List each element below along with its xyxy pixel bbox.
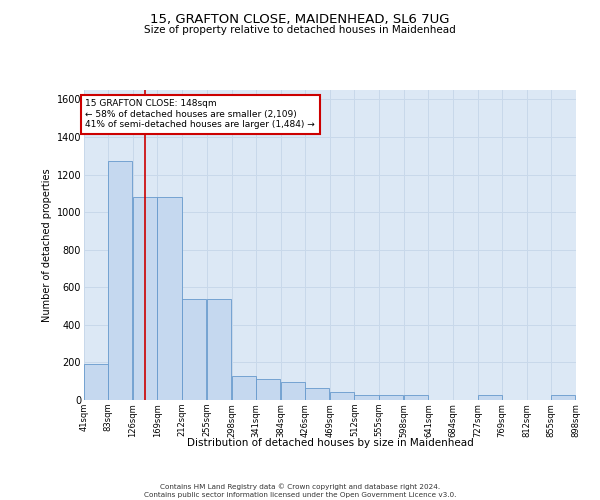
Bar bbox=[478, 396, 502, 400]
Bar bbox=[108, 162, 132, 400]
Text: Contains HM Land Registry data © Crown copyright and database right 2024.
Contai: Contains HM Land Registry data © Crown c… bbox=[144, 484, 456, 498]
Text: Size of property relative to detached houses in Maidenhead: Size of property relative to detached ho… bbox=[144, 25, 456, 35]
Y-axis label: Number of detached properties: Number of detached properties bbox=[43, 168, 52, 322]
Bar bbox=[182, 298, 206, 400]
Bar bbox=[330, 392, 354, 400]
Bar bbox=[157, 197, 182, 400]
Bar bbox=[355, 396, 379, 400]
Bar bbox=[84, 364, 108, 400]
Bar bbox=[379, 396, 403, 400]
Bar bbox=[281, 382, 305, 400]
Bar bbox=[207, 298, 231, 400]
Bar bbox=[232, 376, 256, 400]
Bar bbox=[404, 396, 428, 400]
Bar bbox=[133, 197, 157, 400]
Text: Distribution of detached houses by size in Maidenhead: Distribution of detached houses by size … bbox=[187, 438, 473, 448]
Text: 15 GRAFTON CLOSE: 148sqm
← 58% of detached houses are smaller (2,109)
41% of sem: 15 GRAFTON CLOSE: 148sqm ← 58% of detach… bbox=[85, 100, 315, 129]
Bar bbox=[305, 388, 329, 400]
Bar bbox=[256, 380, 280, 400]
Bar bbox=[551, 396, 575, 400]
Text: 15, GRAFTON CLOSE, MAIDENHEAD, SL6 7UG: 15, GRAFTON CLOSE, MAIDENHEAD, SL6 7UG bbox=[150, 12, 450, 26]
